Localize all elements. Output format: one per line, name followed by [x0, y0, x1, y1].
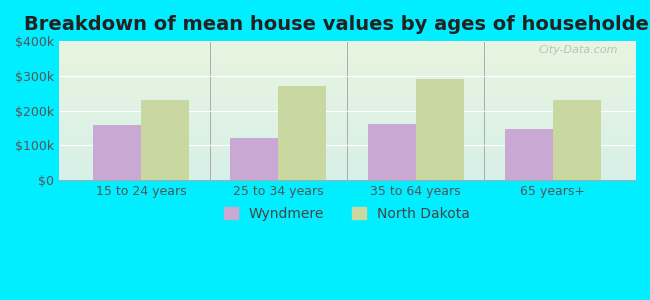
Bar	[93, 124, 141, 180]
Bar	[367, 124, 415, 180]
Bar	[415, 80, 463, 180]
Legend: Wyndmere, North Dakota: Wyndmere, North Dakota	[218, 201, 476, 226]
Bar	[230, 138, 278, 180]
Bar	[278, 86, 326, 180]
Bar	[141, 100, 189, 180]
Bar	[552, 100, 601, 180]
Text: City-Data.com: City-Data.com	[538, 45, 617, 55]
Bar	[504, 129, 552, 180]
Title: Breakdown of mean house values by ages of householders: Breakdown of mean house values by ages o…	[24, 15, 650, 34]
